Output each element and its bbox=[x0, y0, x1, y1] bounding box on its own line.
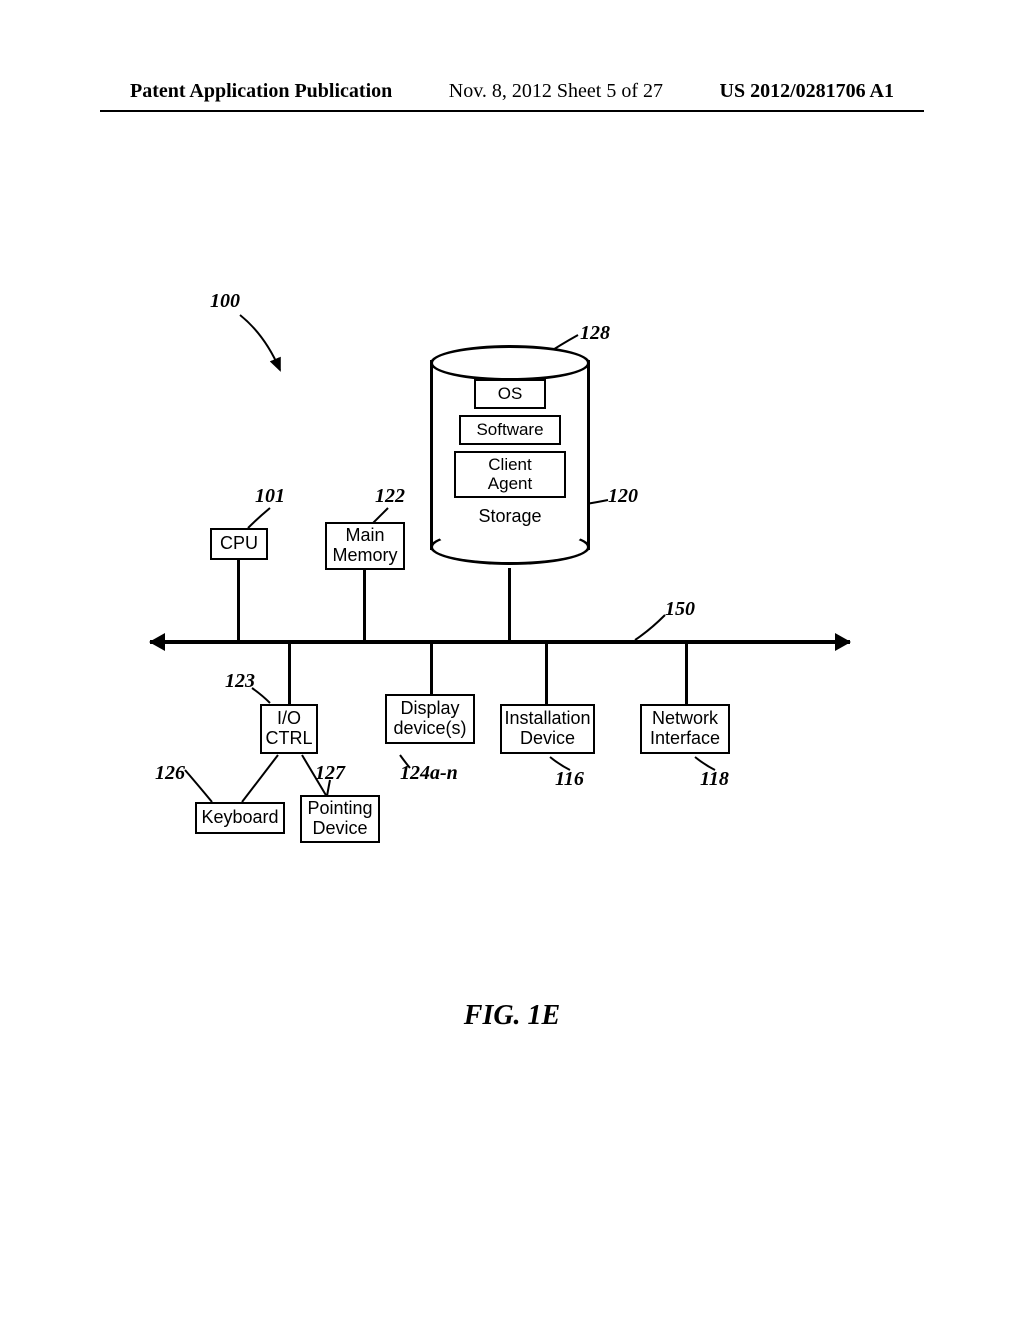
system-bus bbox=[150, 640, 850, 644]
conn-disp bbox=[430, 642, 433, 694]
header-left: Patent Application Publication bbox=[130, 80, 392, 103]
box-main-memory: Main Memory bbox=[325, 522, 405, 570]
conn-net bbox=[685, 642, 688, 704]
conn-mem bbox=[363, 570, 366, 640]
header-mid: Nov. 8, 2012 Sheet 5 of 27 bbox=[392, 80, 719, 103]
header-rule bbox=[100, 110, 924, 112]
page-header: Patent Application Publication Nov. 8, 2… bbox=[0, 80, 1024, 103]
conn-storage bbox=[508, 568, 511, 640]
diagram-fig-1e: 100 101 122 128 120 150 123 126 127 124a… bbox=[130, 290, 830, 890]
storage-label: Storage bbox=[442, 506, 578, 527]
header-right: US 2012/0281706 A1 bbox=[720, 80, 894, 103]
bus-arrow-left bbox=[140, 633, 165, 651]
conn-inst bbox=[545, 642, 548, 704]
box-os: OS bbox=[474, 379, 546, 409]
box-display: Display device(s) bbox=[385, 694, 475, 744]
bus-arrow-right bbox=[835, 633, 860, 651]
box-network: Network Interface bbox=[640, 704, 730, 754]
box-software: Software bbox=[459, 415, 561, 445]
box-io-ctrl: I/O CTRL bbox=[260, 704, 318, 754]
conn-cpu bbox=[237, 560, 240, 640]
conn-io bbox=[288, 642, 291, 704]
box-pointing: Pointing Device bbox=[300, 795, 380, 843]
box-keyboard: Keyboard bbox=[195, 802, 285, 834]
box-client-agent: Client Agent bbox=[454, 451, 566, 498]
box-cpu: CPU bbox=[210, 528, 268, 560]
storage-cylinder: OS Software Client Agent Storage bbox=[430, 345, 590, 565]
figure-caption: FIG. 1E bbox=[0, 1000, 1024, 1032]
box-installation: Installation Device bbox=[500, 704, 595, 754]
